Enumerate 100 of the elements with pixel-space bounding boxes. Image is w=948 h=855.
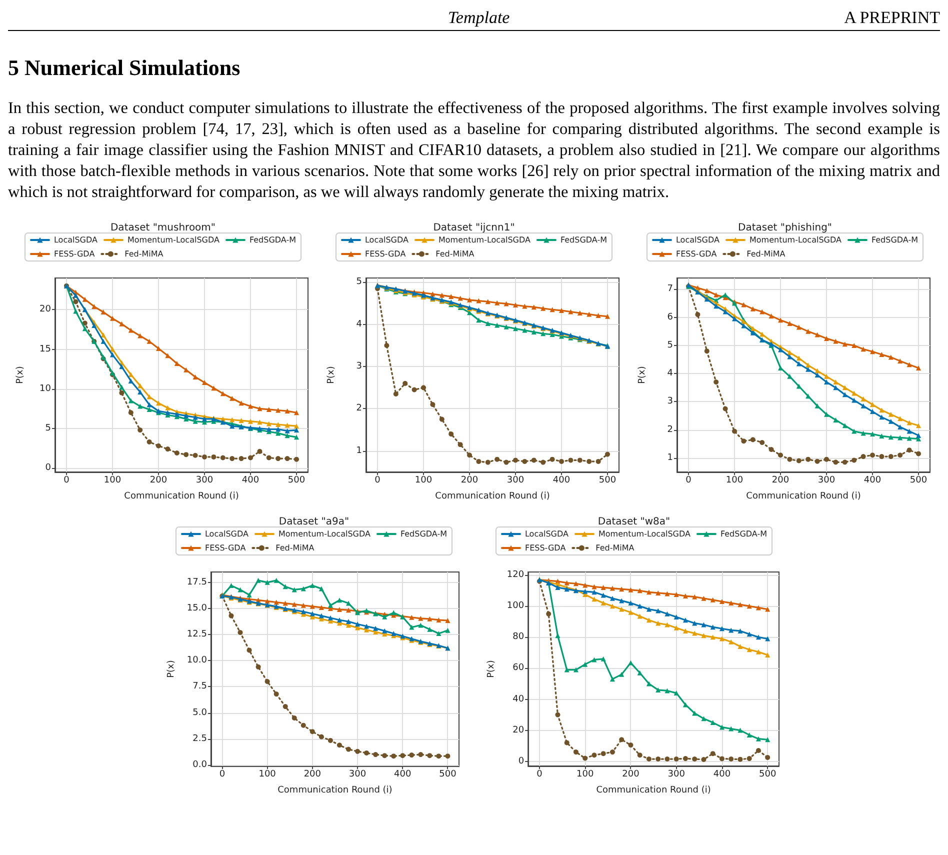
x-tick-label: 0 — [536, 770, 543, 780]
point — [421, 385, 426, 390]
point — [596, 313, 601, 318]
point — [220, 455, 226, 460]
point — [146, 402, 152, 408]
legend-label: Fed-MiMA — [124, 250, 164, 258]
point — [119, 364, 124, 370]
x-tick-label: 0 — [64, 476, 70, 486]
point — [701, 716, 706, 722]
x-tick-label: 500 — [759, 770, 776, 780]
point — [284, 408, 290, 414]
point — [230, 396, 235, 401]
y-axis-title: P(x) — [16, 366, 26, 384]
point — [906, 362, 912, 368]
legend-label: Fed-MiMA — [436, 250, 475, 258]
point — [833, 460, 838, 465]
y-tick-label: 10.0 — [186, 656, 208, 666]
point — [300, 602, 306, 608]
point — [592, 596, 597, 602]
point — [596, 458, 601, 464]
legend-label: Fed-MiMA — [276, 544, 315, 552]
point — [246, 648, 252, 653]
point — [430, 402, 436, 408]
x-tick-label: 400 — [242, 476, 260, 486]
point — [722, 309, 728, 314]
point — [409, 624, 414, 630]
point — [238, 418, 244, 424]
point — [646, 618, 652, 623]
point — [746, 647, 752, 652]
point — [824, 456, 829, 462]
point — [692, 594, 698, 600]
point — [704, 348, 710, 354]
y-tick-label: 80 — [512, 632, 524, 642]
point — [427, 753, 432, 758]
legend-label: FedSGDA-M — [400, 530, 448, 538]
point — [732, 428, 737, 434]
point — [728, 628, 734, 633]
x-axis-title: Communication Round (i) — [596, 786, 711, 796]
point — [238, 456, 244, 462]
point — [328, 738, 333, 743]
point — [82, 326, 88, 332]
point — [646, 681, 652, 686]
point — [439, 292, 444, 298]
point — [310, 611, 315, 616]
point — [448, 294, 454, 300]
point — [257, 448, 262, 454]
point — [274, 692, 279, 697]
point — [310, 729, 315, 734]
legend-label: FESS-GDA — [676, 250, 718, 258]
legend-label: LocalSGDA — [676, 236, 720, 244]
point — [796, 458, 802, 464]
point — [230, 417, 235, 422]
point — [619, 672, 624, 677]
point — [628, 600, 634, 606]
chart-title: Dataset "mushroom" — [110, 222, 216, 234]
point — [582, 588, 588, 594]
point — [391, 754, 396, 759]
point — [842, 423, 848, 428]
point — [833, 385, 838, 390]
point — [898, 358, 903, 364]
point — [230, 424, 235, 429]
point — [184, 413, 189, 418]
point — [586, 458, 592, 464]
point — [355, 622, 360, 627]
point — [476, 318, 482, 323]
point — [382, 614, 388, 620]
point — [814, 458, 820, 464]
point — [264, 679, 270, 684]
point — [418, 622, 424, 628]
point — [128, 410, 134, 416]
point — [674, 625, 679, 630]
point — [787, 321, 792, 326]
point — [619, 586, 624, 592]
y-tick-label: 3 — [356, 362, 362, 372]
point — [701, 756, 706, 762]
point — [610, 604, 615, 609]
point — [768, 313, 774, 318]
point — [710, 720, 716, 726]
point — [412, 387, 417, 392]
point — [701, 596, 706, 601]
point — [741, 438, 746, 444]
point — [842, 392, 848, 398]
point — [100, 338, 106, 344]
point — [682, 594, 688, 599]
point — [573, 667, 578, 672]
point — [513, 326, 518, 332]
point — [110, 352, 115, 358]
point — [156, 346, 161, 351]
point — [592, 657, 597, 662]
x-tick-label: 100 — [414, 476, 432, 486]
point — [738, 602, 743, 608]
point — [879, 454, 884, 460]
y-tick-label: 40 — [512, 694, 524, 704]
point — [228, 583, 234, 588]
point — [692, 620, 698, 626]
point — [192, 452, 198, 458]
y-tick-label: 5.0 — [192, 708, 208, 718]
point — [276, 408, 281, 413]
point — [573, 750, 578, 755]
point — [674, 614, 679, 620]
